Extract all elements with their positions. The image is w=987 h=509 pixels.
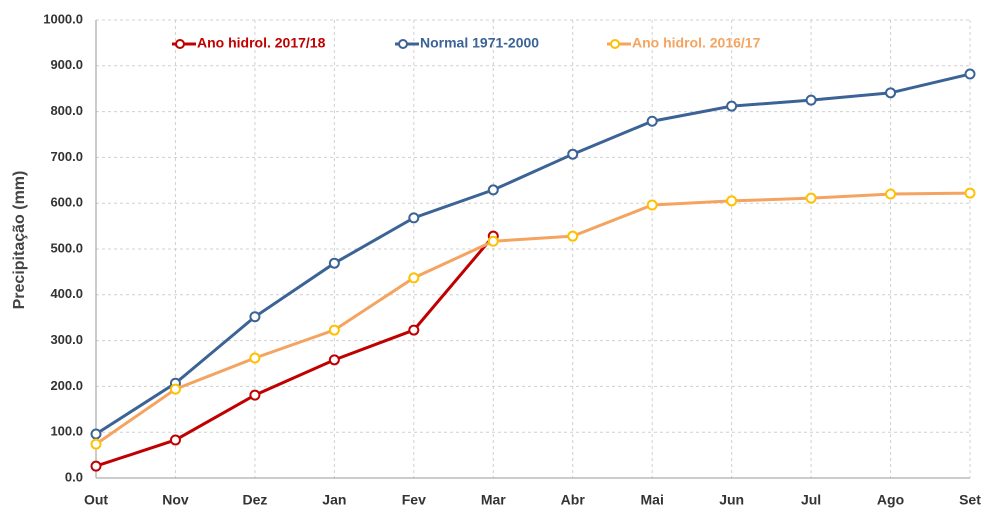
data-point: [408, 324, 420, 336]
data-point: [169, 383, 181, 395]
data-point: [964, 68, 976, 80]
y-tick-label: 800.0: [50, 103, 83, 118]
data-point: [328, 324, 340, 336]
data-point: [408, 212, 420, 224]
series-line: [95, 72, 971, 436]
y-tick-label: 0.0: [65, 469, 83, 484]
x-tick-label: Jun: [719, 492, 744, 508]
y-tick-label: 200.0: [50, 378, 83, 393]
data-point: [726, 195, 738, 207]
y-tick-label: 100.0: [50, 424, 83, 439]
series-line: [95, 235, 495, 468]
data-point: [805, 94, 817, 106]
data-point: [487, 184, 499, 196]
y-tick-label: 600.0: [50, 195, 83, 210]
data-point: [885, 188, 897, 200]
data-point: [646, 199, 658, 211]
data-point: [487, 235, 499, 247]
y-tick-label: 900.0: [50, 57, 83, 72]
legend-label: Ano hidrol. 2017/18: [197, 35, 326, 51]
x-tick-label: Fev: [402, 492, 426, 508]
x-tick-label: Out: [84, 492, 108, 508]
data-point: [646, 115, 658, 127]
x-tick-label: Set: [959, 492, 981, 508]
x-tick-label: Nov: [162, 492, 189, 508]
data-point: [805, 192, 817, 204]
x-tick-label: Ago: [877, 492, 904, 508]
y-tick-label: 700.0: [50, 149, 83, 164]
legend-marker: [175, 39, 185, 49]
legend-marker: [610, 39, 620, 49]
y-tick-label: 1000.0: [43, 11, 83, 26]
y-tick-label: 500.0: [50, 240, 83, 255]
data-point: [328, 257, 340, 269]
y-tick-label: 400.0: [50, 286, 83, 301]
data-point: [964, 187, 976, 199]
data-point: [726, 100, 738, 112]
x-tick-label: Jan: [322, 492, 346, 508]
x-tick-label: Jul: [801, 492, 821, 508]
y-tick-label: 300.0: [50, 332, 83, 347]
data-point: [408, 272, 420, 284]
x-tick-label: Mai: [641, 492, 664, 508]
data-point: [567, 148, 579, 160]
legend-label: Ano hidrol. 2016/17: [632, 35, 761, 51]
data-point: [169, 434, 181, 446]
legend-marker: [398, 39, 408, 49]
data-point: [249, 311, 261, 323]
y-axis-label: Precipitação (mm): [11, 171, 28, 310]
data-point: [567, 230, 579, 242]
data-point: [90, 428, 102, 440]
legend-label: Normal 1971-2000: [420, 35, 539, 51]
data-point: [249, 389, 261, 401]
x-tick-label: Abr: [561, 492, 586, 508]
data-point: [249, 352, 261, 364]
x-tick-label: Mar: [481, 492, 506, 508]
series-line: [95, 191, 971, 446]
x-tick-label: Dez: [242, 492, 267, 508]
data-point: [90, 460, 102, 472]
data-point: [90, 438, 102, 450]
data-point: [328, 354, 340, 366]
data-point: [885, 87, 897, 99]
